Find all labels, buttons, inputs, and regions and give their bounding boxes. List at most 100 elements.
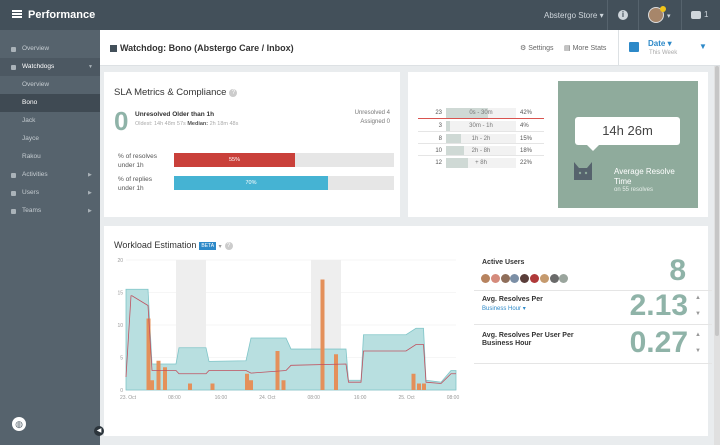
user-avatar[interactable] — [490, 274, 500, 283]
sidebar-item-teams[interactable]: Teams ▶ — [0, 202, 100, 220]
active-users-label: Active Users — [482, 259, 525, 266]
resolves-bar — [210, 383, 215, 390]
sidebar-subitem-bono[interactable]: Bono — [0, 94, 100, 112]
chevron-right-icon: ▶ — [88, 208, 92, 214]
resolves-bar — [417, 383, 421, 390]
avg-resolves-label: Avg. Resolves Per — [482, 296, 543, 303]
resolves-bar — [334, 354, 338, 390]
row-count: 10 — [435, 148, 442, 154]
page-title-text: Watchdog: Bono (Abstergo Care / Inbox) — [120, 43, 294, 53]
dashboard-icon — [11, 47, 16, 52]
unresolved-total: Unresolved 4 — [354, 110, 390, 116]
info-icon[interactable]: i — [618, 10, 628, 20]
y-tick-label: 10 — [117, 323, 123, 329]
divider — [418, 131, 544, 132]
user-avatar[interactable] — [559, 274, 569, 283]
avg-resolves-unit[interactable]: Business Hour ▾ — [482, 306, 526, 312]
user-avatar[interactable] — [529, 274, 539, 283]
sidebar-item-users[interactable]: Users ▶ — [0, 184, 100, 202]
app-title: Performance — [28, 9, 96, 21]
replies-under-1h-label: % of replies under 1h — [118, 176, 152, 192]
active-users-avatars — [481, 270, 569, 283]
sidebar-item-label: Rakou — [22, 153, 41, 160]
scrollbar-thumb[interactable] — [715, 66, 719, 336]
resolve-time-card: 23 0s - 30m 42% 3 30m - 1h 4% 8 1h - 2h 15% 10 2h … — [408, 72, 708, 217]
sidebar-item-label: Watchdogs — [22, 63, 55, 70]
chat-icon[interactable] — [691, 11, 701, 19]
row-range: 0s - 30m — [469, 110, 493, 116]
sidebar-item-label: Bono — [22, 99, 38, 106]
row-range-bar: 0s - 30m — [446, 108, 516, 118]
user-avatar[interactable] — [500, 274, 510, 283]
active-users-count: 8 — [669, 254, 686, 287]
unresolved-count: 0 — [114, 106, 129, 136]
sidebar-item-watchdogs[interactable]: Watchdogs ▼ — [0, 58, 100, 76]
row-range-bar: 30m - 1h — [446, 121, 516, 131]
calendar-icon — [629, 42, 639, 52]
collapse-sidebar-icon[interactable]: ◀ — [94, 426, 104, 436]
settings-link[interactable]: ⚙ Settings — [520, 44, 554, 52]
avg-resolves-user-label: Avg. Resolves Per User Per Business Hour — [482, 332, 574, 347]
sla-title: SLA Metrics & Compliance? — [114, 87, 238, 98]
x-tick-label: 08:00 — [447, 395, 460, 401]
row-range-bar: 2h - 8h — [446, 146, 516, 156]
user-avatar[interactable] — [549, 274, 559, 283]
resolves-bar — [150, 380, 154, 390]
sidebar-item-label: Activities — [22, 171, 48, 178]
resolves-under-1h-label: % of resolves under 1h — [118, 153, 158, 169]
divider — [474, 290, 712, 291]
resolve-time-row: 8 1h - 2h 15% — [408, 134, 550, 144]
row-percent: 18% — [520, 148, 533, 154]
chevron-down-icon[interactable]: ▾ — [667, 13, 671, 20]
chevron-down-icon: ▾ — [599, 11, 604, 20]
more-stats-link[interactable]: ▤ More Stats — [564, 44, 606, 52]
assigned-total: Assigned 0 — [360, 119, 390, 125]
average-resolve-time: 14h 26m — [575, 117, 680, 151]
row-count: 23 — [435, 110, 442, 116]
sidebar-subitem-jayce[interactable]: Jayce — [0, 130, 100, 148]
sidebar-item-activities[interactable]: Activities ▶ — [0, 166, 100, 184]
watchdog-icon — [110, 45, 117, 52]
average-resolve-label: Average Resolve Time — [614, 167, 675, 186]
globe-icon[interactable]: ◍ — [12, 417, 26, 431]
user-avatar[interactable] — [648, 6, 666, 23]
resolves-bar — [146, 318, 151, 390]
resolves-bar — [163, 367, 167, 390]
sidebar: Overview Watchdogs ▼ Overview Bono Jack … — [0, 30, 100, 445]
workload-card: Workload Estimation BETA ▾? 0 5 10 15 20 23. O… — [104, 226, 712, 436]
help-icon[interactable]: ? — [224, 242, 233, 250]
y-tick-label: 15 — [117, 291, 123, 297]
gear-icon: ⚙ — [520, 45, 527, 52]
chat-count: 1 — [704, 10, 709, 19]
stepper-arrows-icon[interactable]: ▲ ▼ — [695, 332, 701, 354]
x-tick-label: 16:00 — [354, 395, 367, 401]
activity-icon — [11, 173, 16, 178]
resolves-under-1h-fill: 55% — [174, 153, 295, 167]
divider — [474, 324, 712, 325]
row-percent: 4% — [520, 123, 529, 129]
scrollbar[interactable] — [714, 66, 720, 445]
row-range-bar: 1h - 2h — [446, 134, 516, 144]
row-percent: 15% — [520, 136, 533, 142]
sidebar-subitem-rakou[interactable]: Rakou — [0, 148, 100, 166]
resolves-bar — [156, 360, 161, 390]
user-avatar[interactable] — [481, 274, 490, 283]
x-tick-label: 16:00 — [215, 395, 228, 401]
user-avatar[interactable] — [510, 274, 520, 283]
oldest-median-line: Oldest: 14h 48m 57s Median: 2h 18m 48s — [135, 121, 239, 127]
sidebar-subitem-jack[interactable]: Jack — [0, 112, 100, 130]
resolves-under-1h-bar: 55% — [174, 153, 394, 167]
store-selector[interactable]: Abstergo Store ▾ — [544, 11, 604, 20]
chevron-down-icon[interactable]: ▼ — [699, 42, 707, 51]
help-icon[interactable]: ? — [229, 89, 238, 97]
date-filter[interactable]: Date ▾ This Week ▼ — [618, 30, 720, 66]
chevron-down-icon[interactable]: ▾ — [218, 244, 222, 250]
sidebar-subitem-overview[interactable]: Overview — [0, 76, 100, 94]
stepper-arrows-icon[interactable]: ▲ ▼ — [695, 295, 701, 317]
user-avatar[interactable] — [539, 274, 549, 283]
y-tick-label: 0 — [120, 388, 123, 394]
beta-badge: BETA — [199, 242, 217, 250]
user-avatar[interactable] — [520, 274, 530, 283]
sidebar-item-overview[interactable]: Overview — [0, 40, 100, 58]
hamburger-menu-icon[interactable] — [12, 10, 22, 18]
